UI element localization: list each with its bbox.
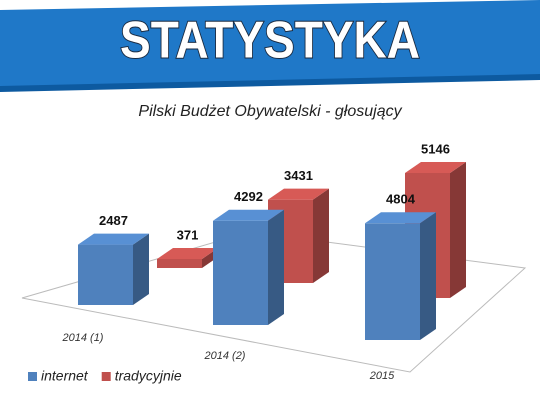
legend-swatch	[101, 372, 111, 381]
x-tick-label: 2014 (1)	[62, 332, 104, 344]
x-tick-label: 2015	[369, 370, 395, 382]
bar-top	[365, 212, 436, 224]
value-label: 5146	[421, 141, 450, 156]
bar	[78, 244, 133, 305]
bar-side	[133, 233, 149, 305]
bar-side	[268, 209, 284, 325]
chart-title: Pilski Budżet Obywatelski - głosujący	[138, 103, 402, 120]
bar-side	[420, 212, 436, 340]
value-label: 3431	[284, 168, 313, 183]
value-label: 4804	[386, 192, 416, 207]
bar	[213, 220, 268, 325]
banner-shadow	[0, 74, 540, 92]
value-label: 4292	[234, 189, 263, 204]
bar-top	[78, 233, 149, 245]
bar-side	[450, 162, 466, 298]
x-tick-label: 2014 (2)	[204, 350, 246, 362]
bar	[365, 223, 420, 340]
value-label: 2487	[99, 213, 128, 228]
legend-label: tradycyjnie	[115, 368, 182, 384]
value-label: 371	[177, 227, 199, 242]
bar-top	[157, 247, 218, 259]
bar-top	[405, 162, 466, 173]
bar	[157, 258, 202, 268]
legend-swatch	[28, 372, 37, 381]
bar-top	[213, 209, 284, 221]
legend-label: internet	[41, 368, 89, 384]
bar-top	[268, 188, 329, 200]
banner-title: STATYSTYKA	[120, 12, 420, 70]
banner-band	[0, 0, 540, 90]
bar-side	[313, 188, 329, 283]
